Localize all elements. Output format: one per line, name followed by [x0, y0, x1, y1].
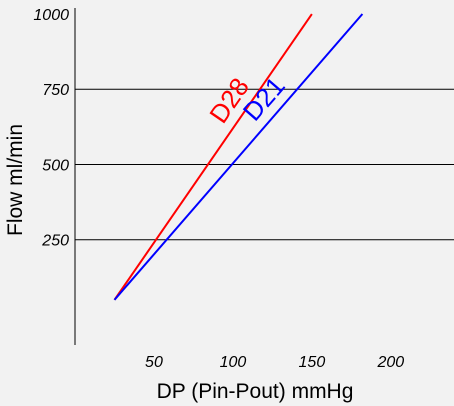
y-axis-title: Flow ml/min [4, 124, 27, 236]
y-tick-label: 250 [41, 233, 69, 250]
x-axis-title: DP (Pin-Pout) mmHg [157, 380, 354, 403]
series-lines [113, 13, 364, 301]
series-label-d21: D21 [237, 71, 291, 127]
y-tick-label: 1000 [33, 7, 69, 24]
y-tick-labels: 250 500 750 1000 [33, 7, 69, 250]
x-tick-label: 100 [220, 354, 247, 371]
x-tick-label: 50 [145, 354, 163, 371]
series-line-d28 [113, 13, 313, 301]
grid-lines [75, 88, 454, 241]
x-tick-labels: 50 100 150 200 [145, 354, 404, 371]
y-tick-label: 750 [42, 82, 69, 99]
series-line-d21 [113, 13, 364, 301]
x-tick-label: 200 [376, 354, 404, 371]
y-tick-label: 500 [42, 157, 69, 174]
x-tick-label: 150 [299, 354, 326, 371]
